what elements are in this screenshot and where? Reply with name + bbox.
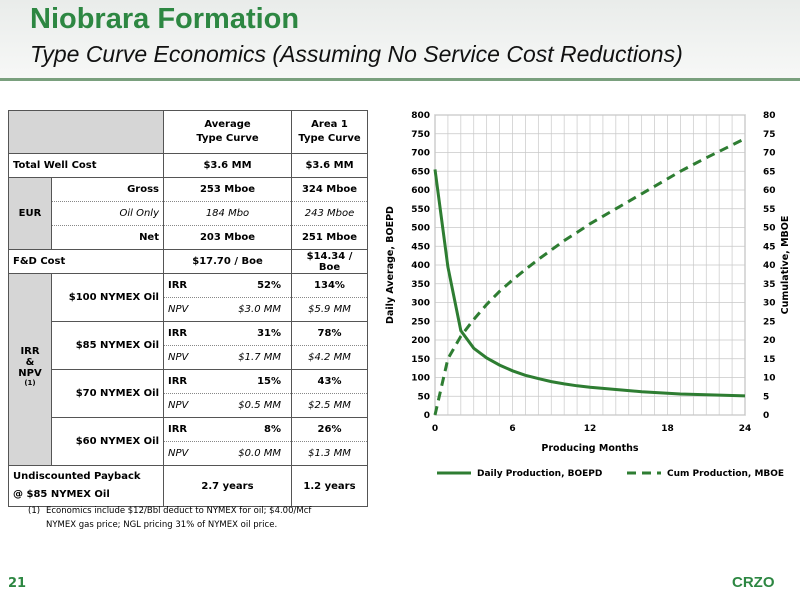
scenario-85-npv-area1: $4.2 MM [291, 345, 368, 370]
y2-tick-label: 15 [763, 355, 776, 365]
eur-net-area1: 251 Mboe [291, 225, 368, 250]
y2-tick-label: 5 [763, 392, 769, 402]
y2-tick-label: 35 [763, 280, 776, 290]
scenario-85-npv-avg: NPV $1.7 MM [163, 345, 292, 370]
page-number: 21 [8, 576, 27, 591]
footnote-text: Economics include $12/Bbl deduct to NYME… [46, 506, 312, 530]
daily-production-line [433, 169, 746, 398]
slide-subtitle: Type Curve Economics (Assuming No Servic… [30, 41, 683, 67]
company-logo: CRZO [732, 574, 775, 591]
eur-gross-label: Gross [51, 177, 164, 202]
header-band [0, 0, 800, 78]
y-tick-label: 300 [411, 299, 430, 309]
fd-cost-area1: $14.34 / Boe [291, 249, 368, 274]
legend-label: Daily Production, BOEPD [477, 469, 602, 479]
footnote-number: (1) [28, 506, 41, 516]
y2-tick-label: 75 [763, 130, 776, 140]
y-tick-label: 400 [411, 261, 430, 271]
y2-tick-label: 30 [763, 299, 776, 309]
eur-oil-avg: 184 Mbo [163, 201, 292, 226]
x-tick-label: 12 [584, 424, 597, 434]
payback-avg: 2.7 years [163, 465, 292, 507]
eur-oil-label: Oil Only [51, 201, 164, 226]
x-tick-label: 24 [739, 424, 752, 434]
y-tick-label: 200 [411, 336, 430, 346]
y-tick-label: 800 [411, 111, 430, 121]
y-tick-label: 150 [411, 355, 430, 365]
cum-production-line [433, 137, 746, 416]
scenario-70-irr-area1: 43% [291, 369, 368, 394]
y-tick-label: 650 [411, 167, 430, 177]
scenario-100-npv-area1: $5.9 MM [291, 297, 368, 322]
scenario-60-label: $60 NYMEX Oil [51, 417, 164, 466]
table-corner [8, 110, 164, 154]
y2-tick-label: 0 [763, 411, 769, 421]
fd-cost-avg: $17.70 / Boe [163, 249, 292, 274]
y-tick-label: 50 [417, 392, 430, 402]
total-well-cost-area1: $3.6 MM [291, 153, 368, 178]
y2-tick-label: 70 [763, 149, 776, 159]
y2-tick-label: 40 [763, 261, 776, 271]
eur-net-label: Net [51, 225, 164, 250]
y2-axis-label: Cumulative, MBOE [780, 216, 791, 315]
x-axis-label: Producing Months [541, 443, 639, 454]
scenario-85-irr-area1: 78% [291, 321, 368, 346]
y-tick-label: 450 [411, 242, 430, 252]
scenario-60-irr-area1: 26% [291, 417, 368, 442]
scenario-100-npv-avg: NPV $3.0 MM [163, 297, 292, 322]
header-divider [0, 78, 800, 81]
avg-type-curve-header: Average Type Curve [163, 110, 292, 154]
slide-title: Niobrara Formation [30, 3, 300, 35]
scenario-100-label: $100 NYMEX Oil [51, 273, 164, 322]
y-tick-label: 500 [411, 224, 430, 234]
eur-label: EUR [8, 177, 52, 250]
scenario-70-npv-area1: $2.5 MM [291, 393, 368, 418]
y2-tick-label: 10 [763, 374, 776, 384]
scenario-85-label: $85 NYMEX Oil [51, 321, 164, 370]
scenario-70-irr-avg: IRR 15% [163, 369, 292, 394]
x-tick-label: 0 [432, 424, 438, 434]
economics-table: Average Type Curve Area 1 Type Curve Tot… [8, 110, 368, 507]
y2-tick-label: 60 [763, 186, 776, 196]
total-well-cost-label: Total Well Cost [8, 153, 164, 178]
y-tick-label: 350 [411, 280, 430, 290]
eur-net-avg: 203 Mboe [163, 225, 292, 250]
scenario-60-irr-avg: IRR 8% [163, 417, 292, 442]
scenario-70-label: $70 NYMEX Oil [51, 369, 164, 418]
y2-tick-label: 45 [763, 242, 776, 252]
area1-type-curve-header: Area 1 Type Curve [291, 110, 368, 154]
x-tick-label: 6 [509, 424, 515, 434]
y-tick-label: 700 [411, 149, 430, 159]
y-tick-label: 750 [411, 130, 430, 140]
fd-cost-label: F&D Cost [8, 249, 164, 274]
scenario-85-irr-avg: IRR 31% [163, 321, 292, 346]
scenario-100-irr-avg: IRR 52% [163, 273, 292, 298]
legend-label: Cum Production, MBOE [667, 469, 784, 479]
y2-tick-label: 65 [763, 167, 776, 177]
eur-gross-avg: 253 Mboe [163, 177, 292, 202]
y-tick-label: 0 [424, 411, 430, 421]
y-tick-label: 250 [411, 317, 430, 327]
y2-tick-label: 80 [763, 111, 776, 121]
y2-tick-label: 25 [763, 317, 776, 327]
total-well-cost-avg: $3.6 MM [163, 153, 292, 178]
y2-tick-label: 50 [763, 224, 776, 234]
y-tick-label: 100 [411, 374, 430, 384]
eur-gross-area1: 324 Mboe [291, 177, 368, 202]
scenario-60-npv-area1: $1.3 MM [291, 441, 368, 466]
payback-area1: 1.2 years [291, 465, 368, 507]
scenario-60-npv-avg: NPV $0.0 MM [163, 441, 292, 466]
x-tick-label: 18 [661, 424, 674, 434]
production-chart: 0501001502002503003504004505005506006507… [385, 111, 791, 479]
y2-tick-label: 20 [763, 336, 776, 346]
y-tick-label: 550 [411, 205, 430, 215]
scenario-100-irr-area1: 134% [291, 273, 368, 298]
eur-oil-area1: 243 Mboe [291, 201, 368, 226]
payback-label: Undiscounted Payback @ $85 NYMEX Oil [8, 465, 164, 507]
y-tick-label: 600 [411, 186, 430, 196]
scenario-70-npv-avg: NPV $0.5 MM [163, 393, 292, 418]
y2-tick-label: 55 [763, 205, 776, 215]
y-axis-label: Daily Average, BOEPD [385, 206, 396, 324]
irr-npv-label: IRR & NPV (1) [8, 273, 52, 466]
